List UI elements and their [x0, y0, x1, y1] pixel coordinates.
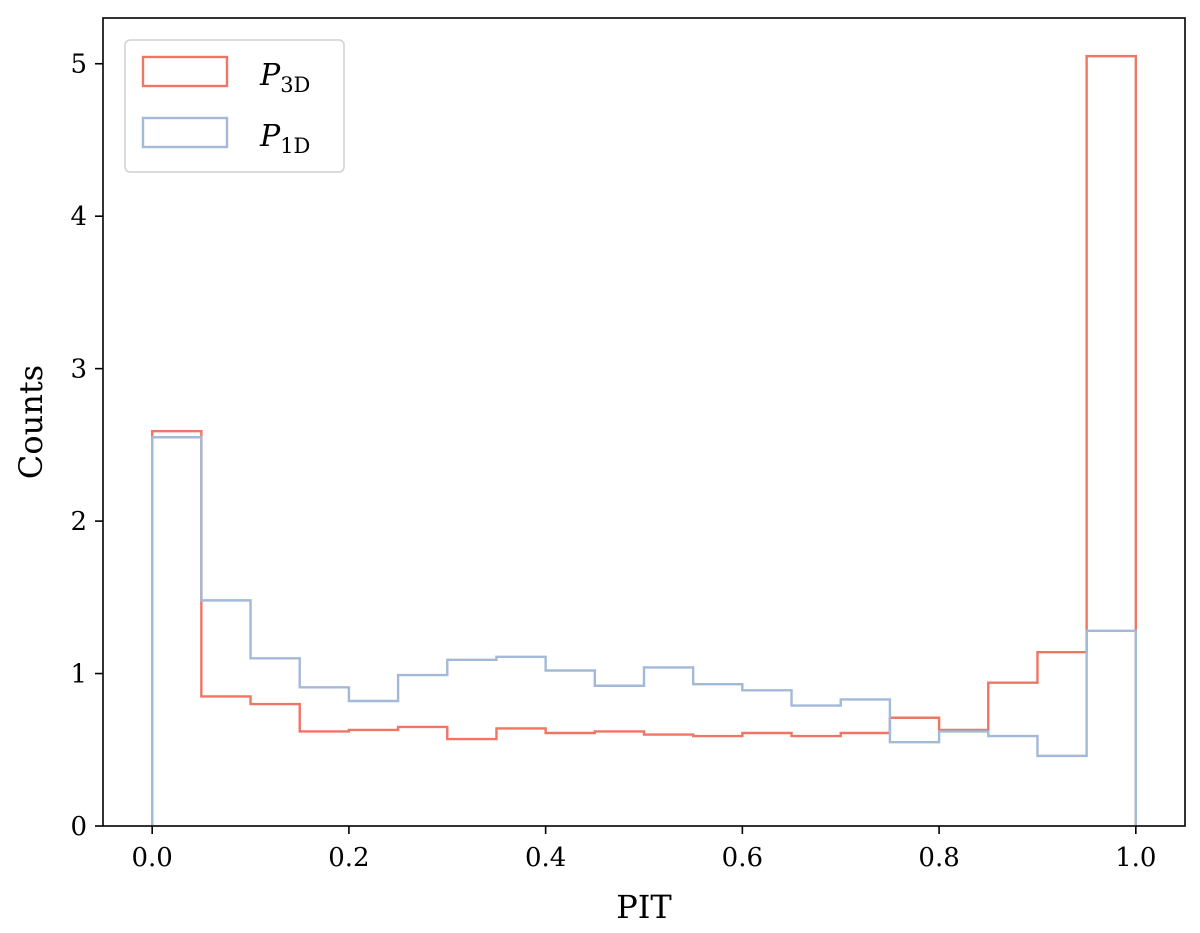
x-tick-label: 0.0	[132, 843, 173, 873]
series-layer	[150, 54, 1138, 826]
x-tick-label: 0.6	[722, 843, 763, 873]
y-tick-label: 2	[70, 507, 87, 537]
y-axis-ticks: 0 1 2 3 4 5	[70, 50, 103, 842]
y-tick-label: 5	[70, 50, 87, 80]
x-axis-label: PIT	[616, 888, 672, 926]
legend-label-p1d: P1D	[259, 119, 310, 158]
y-tick-label: 0	[70, 812, 87, 842]
x-axis-ticks: 0.0 0.2 0.4 0.6 0.8 1.0	[132, 826, 1156, 873]
x-tick-label: 0.4	[525, 843, 566, 873]
y-tick-label: 4	[70, 202, 87, 232]
x-tick-label: 1.0	[1115, 843, 1156, 873]
x-tick-label: 0.2	[328, 843, 369, 873]
series-p1d-step	[150, 436, 1138, 826]
legend-label-p3d: P3D	[259, 58, 310, 97]
legend-frame	[124, 39, 345, 173]
series-p3d-step	[150, 54, 1138, 826]
y-tick-label: 1	[70, 660, 87, 690]
legend: P3D P1D	[124, 39, 345, 173]
legend-patch-p1d	[141, 116, 229, 149]
axes-frame	[102, 17, 1186, 827]
y-tick-label: 3	[70, 355, 87, 385]
legend-patch-p3d	[141, 55, 229, 88]
y-axis-label: Counts	[12, 365, 50, 479]
x-tick-label: 0.8	[918, 843, 959, 873]
